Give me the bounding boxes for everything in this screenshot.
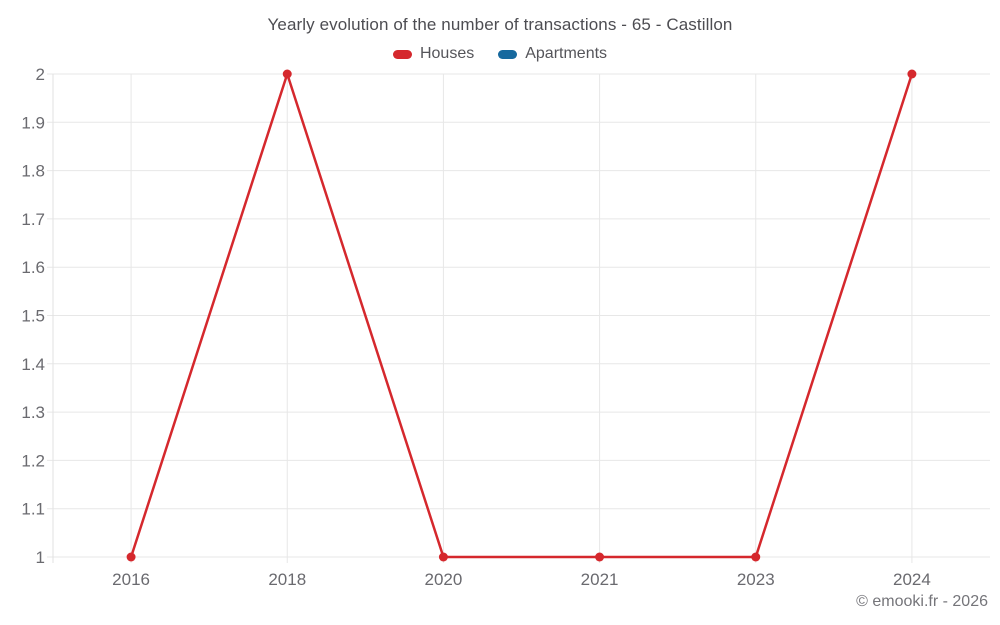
legend-item-houses[interactable]: Houses bbox=[392, 45, 475, 63]
y-axis-tick-label: 1.8 bbox=[21, 162, 45, 181]
y-axis-tick-label: 1.5 bbox=[21, 307, 45, 326]
data-point-houses[interactable] bbox=[282, 69, 292, 79]
y-axis-tick-label: 2 bbox=[36, 65, 45, 84]
y-axis-tick-label: 1.4 bbox=[21, 355, 45, 374]
y-axis-tick-label: 1.7 bbox=[21, 210, 45, 229]
legend-label-houses: Houses bbox=[419, 45, 475, 62]
y-axis-tick-label: 1.6 bbox=[21, 258, 45, 277]
y-axis-tick-label: 1 bbox=[36, 548, 45, 567]
legend-swatch-houses bbox=[392, 49, 412, 59]
credit-text: © emooki.fr - 2026 bbox=[856, 593, 988, 610]
chart-title: Yearly evolution of the number of transa… bbox=[267, 15, 733, 34]
data-point-houses[interactable] bbox=[126, 552, 136, 562]
legend-swatch-apartments bbox=[498, 49, 518, 59]
data-point-houses[interactable] bbox=[438, 552, 448, 562]
legend: Houses Apartments bbox=[0, 45, 1000, 63]
x-axis-tick-label: 2024 bbox=[893, 570, 931, 589]
legend-label-apartments: Apartments bbox=[525, 45, 608, 62]
x-axis-tick-label: 2020 bbox=[425, 570, 463, 589]
y-axis-tick-label: 1.3 bbox=[21, 403, 45, 422]
data-point-houses[interactable] bbox=[907, 69, 917, 79]
y-axis-tick-label: 1.9 bbox=[21, 113, 45, 132]
series-line-houses bbox=[129, 72, 914, 559]
x-axis-tick-label: 2021 bbox=[581, 570, 619, 589]
data-point-houses[interactable] bbox=[595, 552, 605, 562]
data-point-houses[interactable] bbox=[751, 552, 761, 562]
y-axis-tick-label: 1.1 bbox=[21, 500, 45, 519]
x-axis-tick-label: 2016 bbox=[112, 570, 150, 589]
legend-item-apartments[interactable]: Apartments bbox=[498, 45, 607, 63]
y-axis-tick-label: 1.2 bbox=[21, 451, 45, 470]
x-axis-tick-label: 2023 bbox=[737, 570, 775, 589]
x-axis-tick-label: 2018 bbox=[268, 570, 306, 589]
